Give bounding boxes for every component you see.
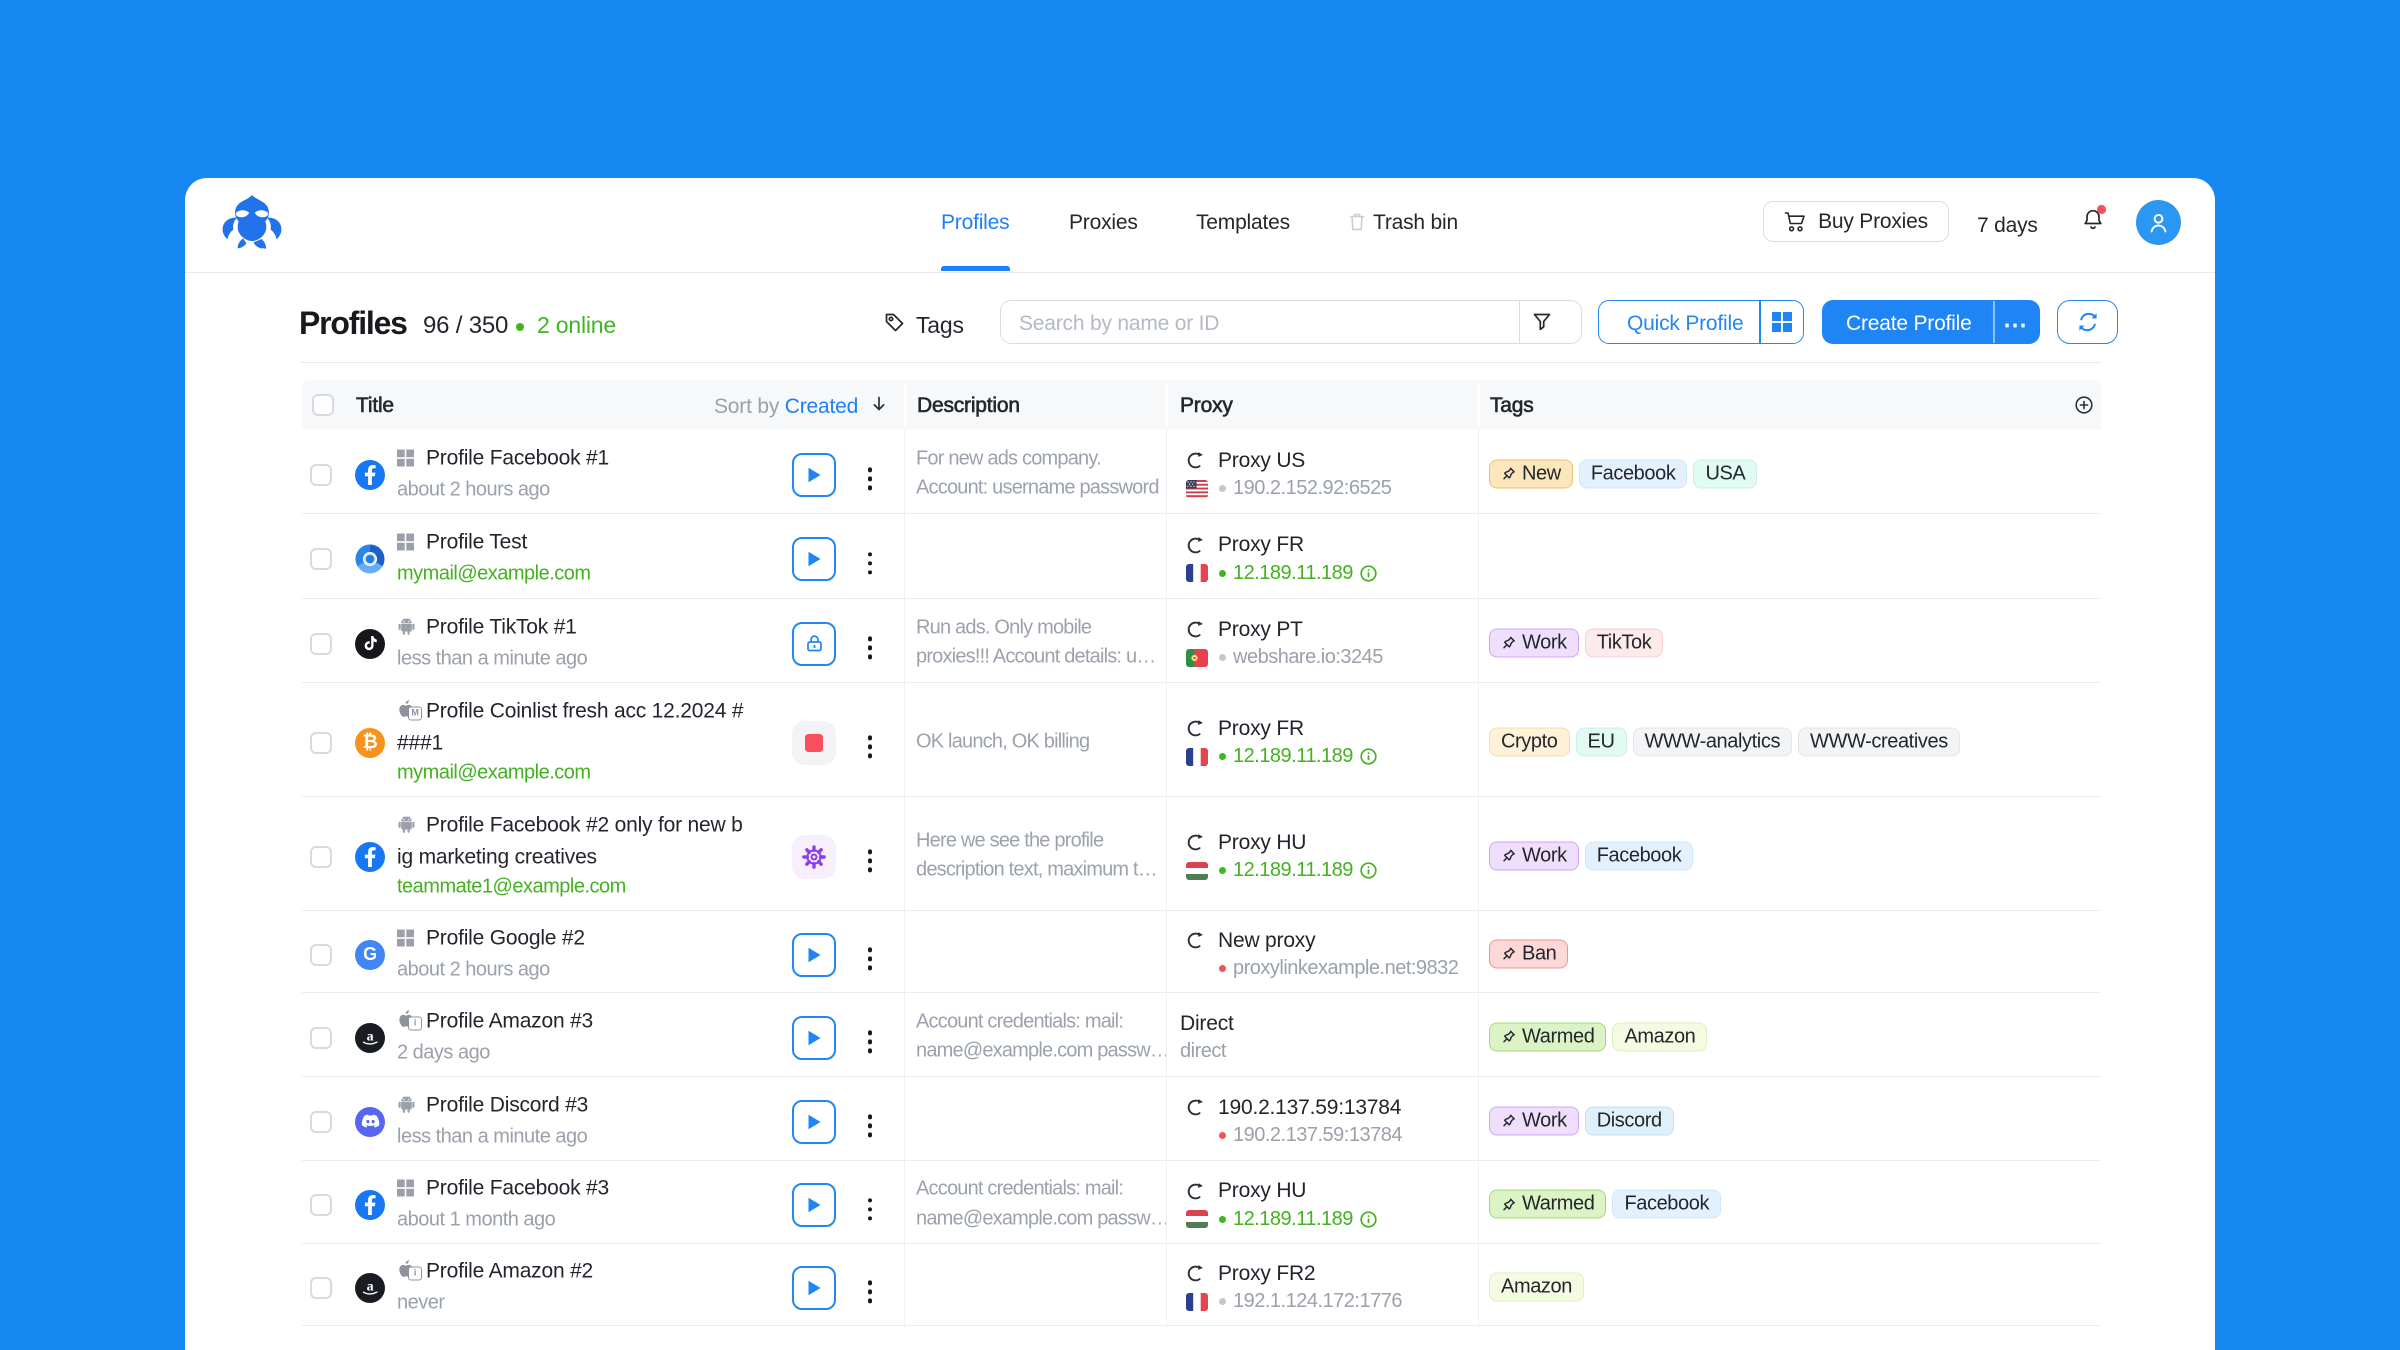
- svg-text:a: a: [367, 1029, 374, 1044]
- svg-text:a: a: [367, 1279, 374, 1294]
